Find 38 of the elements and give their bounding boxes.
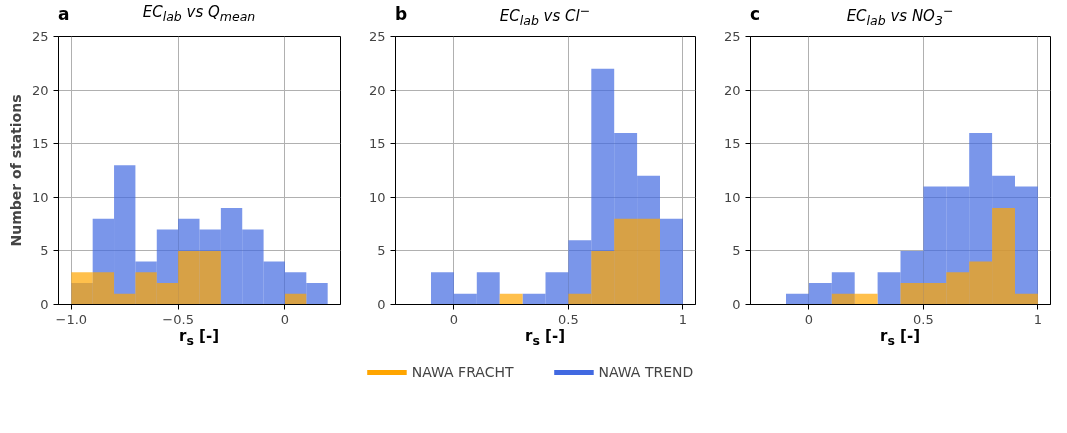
text: c [750,4,761,24]
y-tick-label: 5 [377,243,386,259]
chart-title: EC$_{lab}$ vs Cl$^{−}$ [499,3,591,28]
y-tick-label: 5 [40,243,49,259]
x-tick-label: 0 [280,311,290,327]
y-tick-label: 20 [31,82,49,98]
x-tick-label: 0 [804,311,814,327]
y-tick-label: 25 [723,29,741,44]
y-tick-label: 25 [368,29,386,44]
y-tick-label: 15 [31,136,49,152]
x-tick-label: 0 [449,311,459,327]
y-tick-label: 20 [723,82,741,98]
x-tick-label: −0.5 [162,311,194,327]
y-tick-label: 20 [368,82,386,98]
y-tick-label: 5 [732,243,741,259]
legend-label: NAWA FRACHT [411,364,514,380]
x-tick-label: −1.0 [55,311,88,327]
x-axis-title: r$_{s}$ [-] [524,326,566,350]
y-tick-label: 10 [368,189,386,205]
y-tick-label: 25 [31,29,49,44]
legend-label: NAWA TREND [598,364,694,380]
y-tick-label: 0 [40,297,49,312]
y-tick-label: 0 [732,297,741,312]
y-tick-label: 10 [31,189,49,205]
y-tick-label: 15 [368,136,386,152]
x-tick-label: 0.5 [558,311,579,327]
x-tick-label: 1 [678,311,688,327]
chart-title: EC$_{lab}$ vs Q$_{mean}$ [142,3,256,24]
x-tick-label: 1 [1033,311,1043,327]
text: b [395,4,408,24]
y-tick-label: 0 [377,297,386,312]
x-axis-title: r$_{s}$ [-] [178,326,220,350]
y-tick-label: 10 [723,189,741,205]
x-axis-title: r$_{s}$ [-] [879,326,921,350]
y-tick-label: 15 [723,136,741,152]
y-axis-title: Number of stations [7,94,24,247]
x-tick-label: 0.5 [913,311,934,327]
text: a [58,4,70,24]
